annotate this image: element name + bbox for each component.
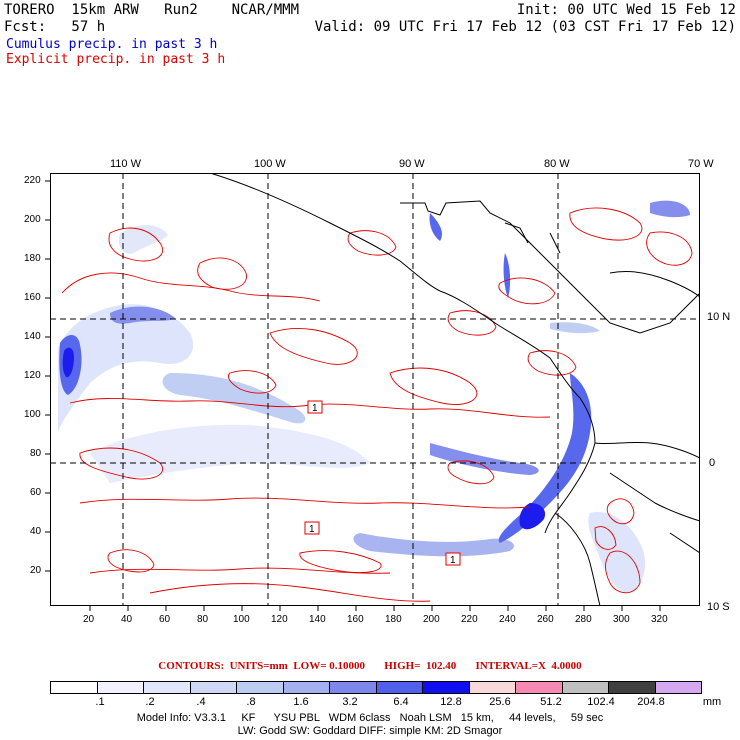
lon-label-90w: 90 W <box>399 158 425 170</box>
y-tick: 180 <box>24 253 41 264</box>
x-tick: 20 <box>83 614 95 625</box>
colorbar-swatch <box>189 682 236 693</box>
colorbar-swatch <box>236 682 283 693</box>
x-tick: 60 <box>159 614 171 625</box>
colorbar-swatch <box>468 682 515 693</box>
explicit-precip-contours <box>61 207 693 602</box>
x-tick: 300 <box>613 614 630 625</box>
lon-label-70w: 70 W <box>688 158 714 170</box>
graticule <box>50 173 700 606</box>
map-frame <box>50 173 700 606</box>
y-tick: 200 <box>24 214 41 225</box>
colorbar-label: .8 <box>246 696 256 708</box>
colorbar-unit: mm <box>702 696 722 708</box>
coastline <box>209 173 700 606</box>
colorbar-label: 6.4 <box>393 696 409 708</box>
colorbar-label: 51.2 <box>540 696 562 708</box>
lat-label-10n: 10 N <box>707 311 731 323</box>
colorbar-swatch <box>422 682 469 693</box>
colorbar-label: 3.2 <box>342 696 358 708</box>
x-tick: 180 <box>385 614 402 625</box>
y-tick: 220 <box>24 175 41 186</box>
precip-map-panel: 1 1 1 <box>50 173 700 606</box>
x-tick: 100 <box>233 614 250 625</box>
lon-label-110w: 110 W <box>110 158 141 170</box>
colorbar-swatch <box>143 682 190 693</box>
colorbar-label: .1 <box>95 696 105 708</box>
y-tick: 120 <box>24 370 41 381</box>
valid-time: Valid: 09 UTC Fri 17 Feb 12 (03 CST Fri … <box>314 19 736 35</box>
colorbar-swatch <box>654 682 701 693</box>
colorbar-label: 12.8 <box>440 696 462 708</box>
y-tick: 100 <box>24 409 41 420</box>
colorbar-swatch <box>282 682 329 693</box>
colorbar-swatch <box>51 682 97 693</box>
y-tick: 160 <box>24 292 41 303</box>
y-tick: 20 <box>30 565 42 576</box>
colorbar-label: 1.6 <box>293 696 309 708</box>
init-time: Init: 00 UTC Wed 15 Feb 12 <box>516 2 736 18</box>
colorbar-label: .4 <box>196 696 206 708</box>
x-tick: 220 <box>461 614 478 625</box>
colorbar-swatch <box>561 682 608 693</box>
y-tick: 80 <box>30 448 42 459</box>
x-tick: 140 <box>309 614 326 625</box>
y-tick: 140 <box>24 331 41 342</box>
x-tick: 120 <box>271 614 288 625</box>
colorbar-swatch <box>329 682 376 693</box>
explicit-legend-text: Explicit precip. in past 3 h <box>6 52 226 67</box>
x-tick: 40 <box>121 614 133 625</box>
model-info-line: Model Info: V3.3.1 KF YSU PBL WDM 6class… <box>136 712 604 724</box>
cumulus-precip-shading <box>58 200 690 593</box>
y-tick: 40 <box>30 526 42 537</box>
colorbar-swatch <box>375 682 422 693</box>
model-title: TORERO 15km ARW Run2 NCAR/MMM <box>4 2 300 18</box>
colorbar-swatch <box>608 682 655 693</box>
x-tick: 80 <box>197 614 209 625</box>
contour-label-box <box>304 400 461 566</box>
y-tick: 60 <box>30 487 42 498</box>
colorbar-swatch <box>96 682 143 693</box>
precip-colorbar <box>50 681 702 694</box>
colorbar-label: .2 <box>145 696 155 708</box>
lat-label-0: 0 <box>709 457 716 469</box>
lat-label-10s: 10 S <box>707 601 730 613</box>
contour-label: 1 <box>312 403 318 414</box>
colorbar-label: 204.8 <box>637 696 665 708</box>
cumulus-legend-text: Cumulus precip. in past 3 h <box>6 37 218 52</box>
x-tick: 240 <box>499 614 516 625</box>
x-tick: 260 <box>537 614 554 625</box>
contour-info-line: CONTOURS: UNITS=mm LOW= 0.10000 HIGH= 10… <box>158 660 582 672</box>
lon-label-100w: 100 W <box>254 158 286 170</box>
colorbar-label: 25.6 <box>489 696 511 708</box>
contour-label: 1 <box>450 555 456 566</box>
x-tick: 320 <box>651 614 668 625</box>
lon-label-80w: 80 W <box>544 158 570 170</box>
colorbar-swatch <box>515 682 562 693</box>
contour-label: 1 <box>309 524 315 535</box>
colorbar-label: 102.4 <box>587 696 615 708</box>
physics-info-line: LW: Godd SW: Goddard DIFF: simple KM: 2D… <box>237 725 503 737</box>
x-tick: 160 <box>347 614 364 625</box>
forecast-hour: Fcst: 57 h <box>4 19 106 35</box>
x-tick: 280 <box>575 614 592 625</box>
x-tick: 200 <box>423 614 440 625</box>
